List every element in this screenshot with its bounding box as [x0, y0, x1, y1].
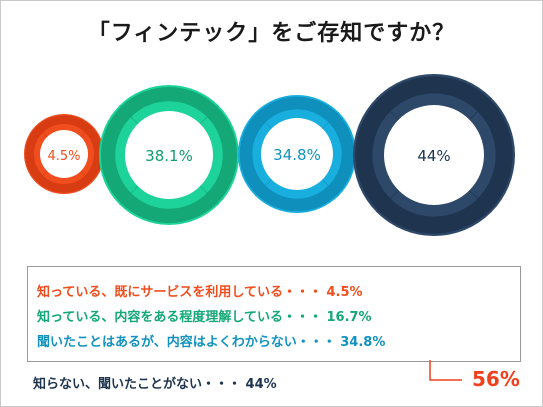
ring-heard-hole	[261, 118, 333, 190]
chart-title: 「フィンテック」をご存知ですか？	[87, 21, 456, 46]
ring-using-seam	[80, 125, 93, 138]
ring-aware-seam	[119, 105, 139, 125]
ring-unknown-label: 44%	[417, 147, 450, 165]
ring-using-seam	[35, 125, 48, 138]
ring-heard-band	[239, 96, 355, 212]
legend-item-heard: 聞いたことはあるが、内容はよくわからない・・・ 34.8%	[37, 335, 386, 350]
legend-item-using: 知っている、既にサービスを利用している・・・ 4.5%	[37, 285, 363, 300]
aware-total-value: 56%	[472, 367, 520, 391]
ring-using-seam	[80, 170, 93, 183]
ring-aware-band	[100, 86, 238, 224]
ring-aware: 38.1%	[99, 85, 239, 225]
ring-using-label: 4.5%	[47, 149, 80, 164]
legend-box	[27, 266, 521, 362]
ring-heard-seam	[254, 179, 272, 197]
ring-using: 4.5%	[24, 114, 104, 194]
ring-unknown-seam	[376, 190, 399, 213]
ring-aware-label: 38.1%	[145, 147, 193, 165]
ring-heard-seam	[322, 179, 340, 197]
ring-heard-label: 34.8%	[273, 146, 321, 164]
ring-heard: 34.8%	[238, 95, 356, 213]
ring-unknown-band	[355, 76, 513, 234]
ring-unknown: 44%	[353, 74, 515, 236]
ring-unknown-seam	[376, 97, 399, 120]
ring-using-band	[25, 115, 103, 193]
ring-unknown-seam	[469, 190, 492, 213]
ring-using-hole	[40, 130, 88, 178]
ring-heard-seam	[254, 111, 272, 129]
ring-aware-seam	[199, 105, 219, 125]
ring-unknown-hole	[384, 105, 484, 205]
rings-area: 4.5% 38.1% 34.8% 44%	[24, 74, 515, 236]
legend-item-understand: 知っている、内容をある程度理解している・・・ 16.7%	[37, 310, 372, 325]
ring-heard-seam	[322, 111, 340, 129]
ring-aware-seam	[199, 185, 219, 205]
bracket-line	[429, 360, 462, 381]
ring-unknown-seam	[469, 97, 492, 120]
ring-aware-hole	[125, 111, 213, 199]
ring-using-seam	[35, 170, 48, 183]
ring-aware-seam	[119, 185, 139, 205]
legend-item-unknown: 知らない、聞いたことがない・・・ 44%	[33, 377, 277, 392]
